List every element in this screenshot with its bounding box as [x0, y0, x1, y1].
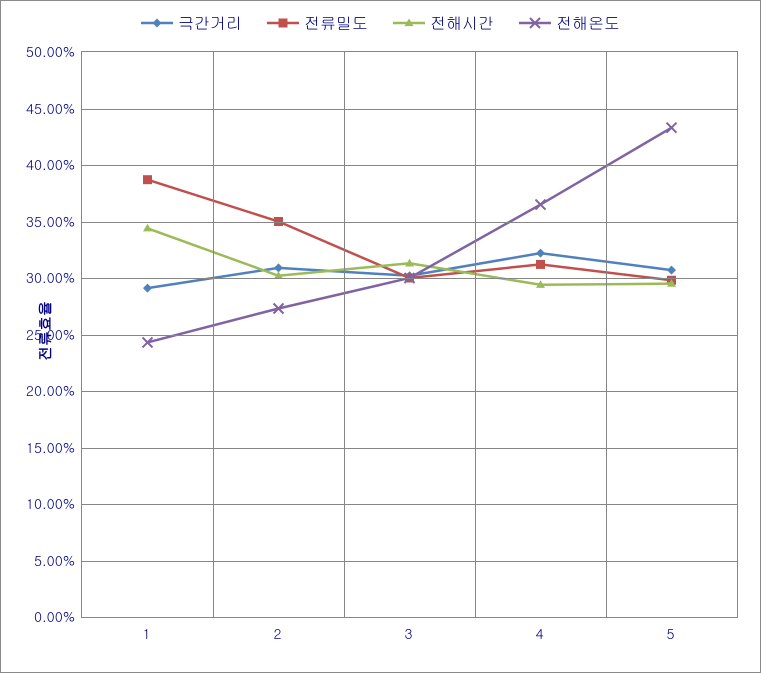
data-point-marker — [536, 249, 545, 258]
plot-area — [81, 51, 738, 618]
legend-label: 극간거리 — [178, 11, 242, 34]
data-point-marker — [143, 175, 152, 184]
y-tick-label: 40.00% — [26, 154, 75, 174]
legend: 극간거리 전류밀도 전해시간 전해온도 — [1, 11, 760, 34]
grid-line-horizontal — [82, 278, 737, 279]
legend-label: 전해온도 — [556, 11, 620, 34]
legend-item: 극간거리 — [141, 11, 242, 34]
grid-line-vertical — [606, 52, 607, 617]
x-tick-label: 2 — [273, 623, 281, 643]
x-tick-label: 3 — [404, 623, 412, 643]
x-tick-label: 5 — [666, 623, 674, 643]
y-tick-label: 15.00% — [26, 437, 75, 457]
y-tick-label: 25.00% — [26, 324, 75, 344]
grid-line-horizontal — [82, 165, 737, 166]
legend-item: 전해온도 — [519, 11, 620, 34]
data-point-marker — [667, 123, 677, 133]
data-point-marker — [667, 266, 676, 275]
x-tick-label: 4 — [535, 623, 543, 643]
y-tick-label: 30.00% — [26, 267, 75, 287]
legend-label: 전해시간 — [430, 11, 494, 34]
y-tick-label: 10.00% — [26, 493, 75, 513]
data-point-marker — [536, 200, 546, 210]
legend-item: 전류밀도 — [267, 11, 368, 34]
chart-container: 극간거리전류밀도전해시간전해온도 전류효율 0.00%5.00%10.00%15… — [0, 0, 761, 673]
y-tick-label: 35.00% — [26, 211, 75, 231]
grid-line-vertical — [344, 52, 345, 617]
grid-line-vertical — [475, 52, 476, 617]
y-tick-label: 20.00% — [26, 380, 75, 400]
grid-line-horizontal — [82, 561, 737, 562]
grid-line-horizontal — [82, 391, 737, 392]
legend-item: 전해시간 — [393, 11, 494, 34]
grid-line-horizontal — [82, 335, 737, 336]
y-tick-label: 5.00% — [34, 550, 75, 570]
y-tick-label: 45.00% — [26, 98, 75, 118]
grid-line-horizontal — [82, 222, 737, 223]
y-tick-label: 0.00% — [34, 606, 75, 626]
legend-label: 전류밀도 — [304, 11, 368, 34]
data-point-marker — [274, 263, 283, 272]
grid-line-horizontal — [82, 448, 737, 449]
grid-line-vertical — [213, 52, 214, 617]
x-tick-label: 1 — [142, 623, 150, 643]
series-line — [148, 128, 672, 343]
y-tick-label: 50.00% — [26, 41, 75, 61]
data-point-marker — [143, 224, 152, 232]
grid-line-horizontal — [82, 504, 737, 505]
grid-line-horizontal — [82, 109, 737, 110]
data-point-marker — [536, 260, 545, 269]
data-point-marker — [143, 284, 152, 293]
